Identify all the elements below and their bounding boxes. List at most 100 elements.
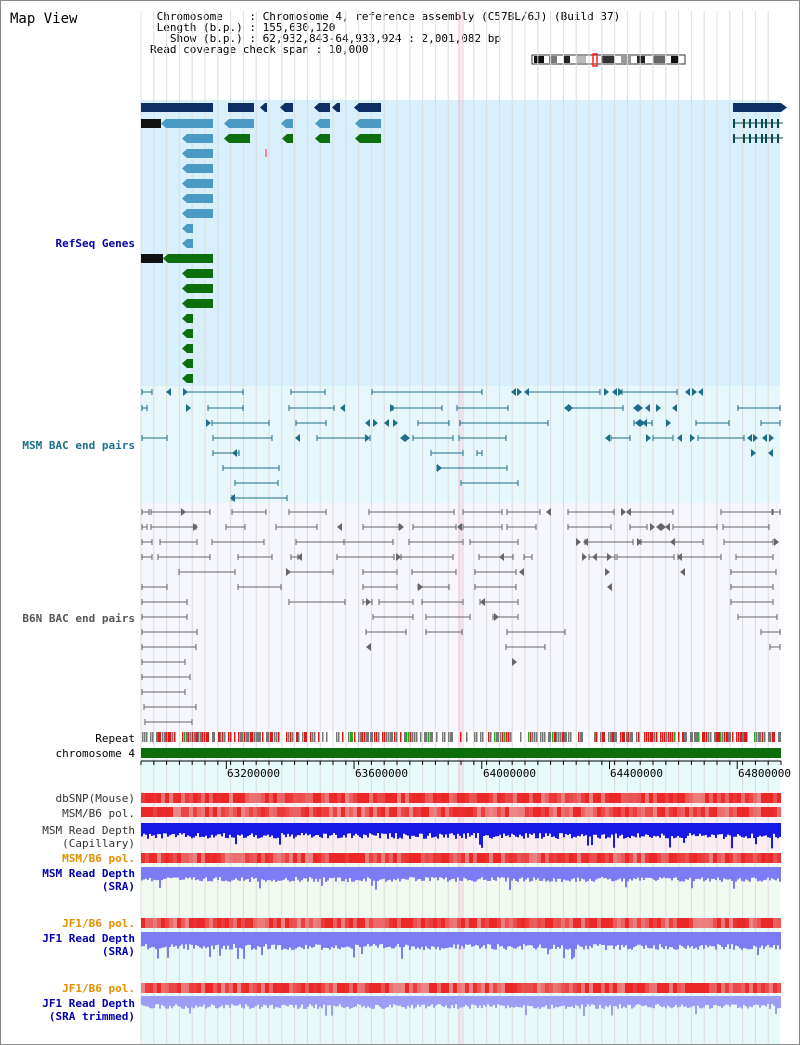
depth-bar — [609, 996, 611, 1006]
b6n-bac-end-arrow — [366, 598, 371, 606]
depth-bar — [735, 932, 737, 946]
repeat-element — [552, 732, 554, 742]
depth-bar — [703, 867, 705, 882]
depth-bar — [303, 867, 305, 879]
repeat-element — [602, 732, 605, 742]
heat-cell — [709, 807, 713, 817]
depth-bar — [179, 823, 181, 834]
b6n-bac-pair — [672, 524, 718, 530]
depth-bar — [387, 932, 389, 948]
depth-bar — [345, 932, 347, 947]
depth-bar — [589, 996, 591, 1007]
heat-cell — [201, 918, 205, 928]
depth-bar — [639, 867, 641, 881]
depth-bar — [437, 996, 439, 1005]
depth-bar — [147, 996, 149, 1007]
heat-cell — [217, 918, 221, 928]
heat-cell — [669, 807, 673, 817]
heat-cell — [681, 853, 685, 863]
heat-cell — [417, 983, 421, 993]
depth-bar — [755, 823, 757, 845]
b6n-bac-end-arrow — [637, 538, 642, 546]
depth-bar — [265, 823, 267, 836]
b6n-bac-pair — [141, 674, 191, 680]
track-label-b6n-bac[interactable]: B6N BAC end pairs — [22, 612, 135, 625]
heat-cell — [269, 918, 273, 928]
heat-cell — [225, 983, 229, 993]
depth-bar — [411, 823, 413, 836]
depth-bar — [213, 932, 215, 950]
depth-bar — [721, 867, 723, 882]
depth-bar — [539, 932, 541, 945]
depth-bar — [293, 823, 295, 839]
heat-cell — [733, 853, 737, 863]
depth-bar — [383, 932, 385, 949]
depth-bar — [223, 867, 225, 882]
depth-bar — [155, 867, 157, 881]
heat-cell — [573, 983, 577, 993]
repeat-element — [708, 732, 710, 742]
repeat-element — [420, 732, 422, 742]
heat-cell — [213, 793, 217, 803]
heat-cell — [453, 853, 457, 863]
heat-cell — [237, 983, 241, 993]
depth-bar — [197, 823, 199, 834]
b6n-bac-pair — [372, 614, 414, 620]
heat-cell — [317, 853, 321, 863]
heat-cell — [413, 918, 417, 928]
b6n-bac-end-arrow — [480, 598, 485, 606]
depth-bar — [427, 823, 429, 836]
heat-cell — [765, 983, 769, 993]
depth-bar — [591, 996, 593, 1005]
heat-cell — [353, 918, 357, 928]
depth-bar — [269, 932, 271, 949]
depth-bar — [513, 932, 515, 949]
depth-bar — [425, 932, 427, 947]
depth-bar — [417, 823, 419, 838]
depth-bar — [379, 932, 381, 945]
refseq-exon — [777, 119, 779, 128]
heat-cell — [717, 918, 721, 928]
depth-bar — [695, 932, 697, 948]
msm-bac-pair — [760, 420, 781, 426]
depth-bar — [249, 932, 251, 945]
depth-bar — [229, 823, 231, 835]
depth-bar — [489, 867, 491, 881]
heat-cell — [213, 983, 217, 993]
depth-bar — [281, 823, 283, 834]
depth-bar — [605, 996, 607, 1006]
track-label-refseq-genes[interactable]: RefSeq Genes — [55, 237, 135, 250]
depth-bar — [731, 823, 733, 849]
heat-cell — [473, 853, 477, 863]
heat-cell — [245, 983, 249, 993]
depth-bar — [329, 867, 331, 879]
heat-cell — [565, 983, 569, 993]
jf1-read-depth-trimmed — [141, 996, 781, 1017]
depth-bar — [437, 867, 439, 881]
depth-bar — [641, 823, 643, 837]
depth-bar — [345, 996, 347, 1008]
heat-cell — [241, 853, 245, 863]
depth-bar — [611, 823, 613, 835]
heat-cell — [517, 853, 521, 863]
heat-cell — [605, 983, 609, 993]
track-label-msm-bac[interactable]: MSM BAC end pairs — [22, 439, 135, 452]
depth-bar — [639, 996, 641, 1005]
depth-bar — [295, 996, 297, 1005]
heat-cell — [757, 853, 761, 863]
heat-cell — [745, 983, 749, 993]
heat-cell — [509, 918, 513, 928]
depth-bar — [657, 823, 659, 836]
depth-bar — [493, 932, 495, 950]
depth-bar — [593, 867, 595, 882]
depth-bar — [193, 823, 195, 838]
depth-bar — [413, 996, 415, 1009]
chromosome-ideogram[interactable] — [531, 53, 691, 67]
heat-cell — [513, 807, 517, 817]
depth-bar — [583, 932, 585, 950]
depth-bar — [745, 996, 747, 1007]
heat-cell — [169, 983, 173, 993]
heat-cell — [397, 853, 401, 863]
heat-cell — [145, 793, 149, 803]
